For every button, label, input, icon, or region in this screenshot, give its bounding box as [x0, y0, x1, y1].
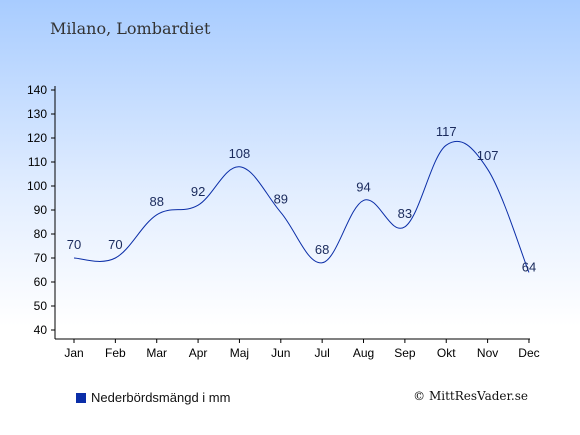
y-tick-label: 80 — [34, 227, 48, 241]
x-tick-label: Mar — [146, 346, 167, 360]
data-label: 107 — [477, 148, 499, 163]
legend-swatch — [76, 392, 86, 403]
y-tick-label: 50 — [34, 299, 48, 313]
y-tick-label: 130 — [27, 107, 47, 121]
y-tick-label: 60 — [34, 275, 48, 289]
x-tick-label: Jan — [64, 346, 83, 360]
data-label: 68 — [315, 242, 329, 257]
data-label: 70 — [67, 237, 81, 252]
data-label: 92 — [191, 184, 205, 199]
y-tick-label: 70 — [34, 251, 48, 265]
data-label: 88 — [149, 194, 163, 209]
data-label: 64 — [522, 259, 536, 274]
x-tick-label: Apr — [189, 346, 208, 360]
y-tick-label: 90 — [34, 203, 48, 217]
x-tick-label: Jul — [314, 346, 329, 360]
data-label: 108 — [229, 146, 251, 161]
x-tick-label: Sep — [394, 346, 416, 360]
data-label: 89 — [274, 191, 288, 206]
x-tick-label: Dec — [518, 346, 539, 360]
data-label: 83 — [398, 206, 412, 221]
x-tick-label: Jun — [271, 346, 290, 360]
x-tick-label: Aug — [353, 346, 374, 360]
legend: Nederbördsmängd i mm — [76, 390, 230, 405]
y-tick-label: 110 — [28, 155, 47, 169]
legend-label: Nederbördsmängd i mm — [91, 390, 231, 405]
x-tick-label: Maj — [230, 346, 249, 360]
data-label: 70 — [108, 237, 122, 252]
y-tick-label: 40 — [34, 323, 48, 337]
credit-text: © MittResVader.se — [413, 389, 528, 403]
y-tick-label: 120 — [27, 131, 47, 145]
x-tick-label: Feb — [105, 346, 126, 360]
data-label: 117 — [436, 124, 457, 139]
data-label: 94 — [356, 179, 370, 194]
x-tick-label: Nov — [477, 346, 498, 360]
series-line — [73, 140, 530, 273]
chart-title: Milano, Lombardiet — [50, 19, 211, 38]
x-tick-label: Okt — [437, 346, 456, 360]
y-tick-label: 140 — [27, 83, 47, 97]
y-tick-label: 100 — [27, 179, 47, 193]
